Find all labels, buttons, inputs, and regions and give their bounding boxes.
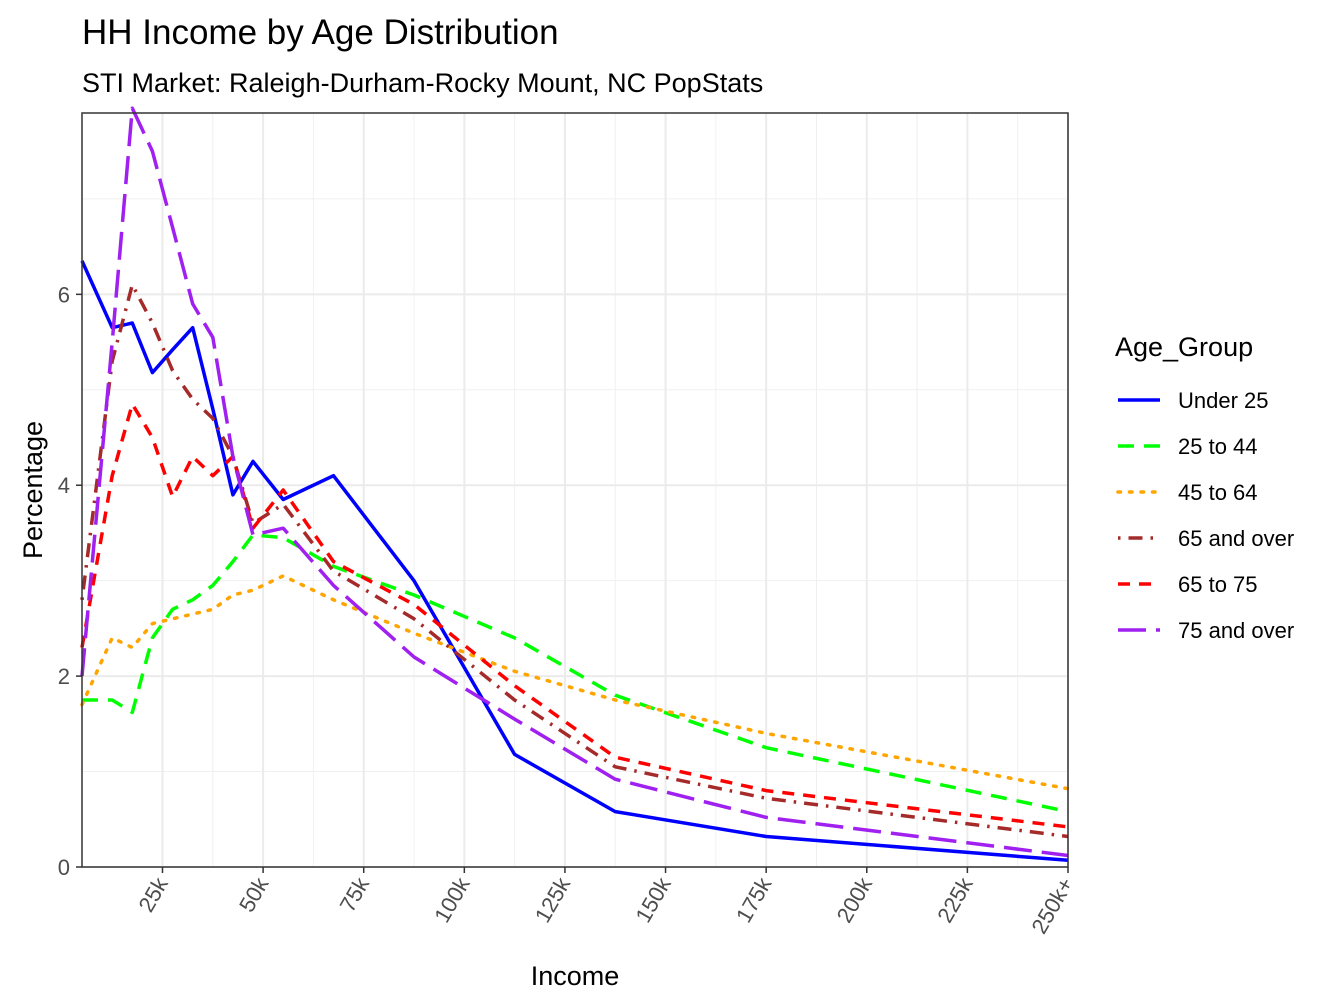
x-tick-label: 200k: [832, 872, 878, 927]
series-line-5: [80, 106, 1069, 858]
series-line-0: [80, 260, 1069, 863]
x-axis: 25k 50k 75k 100k 125k 150k 175k 200k 225k 250k+: [133, 867, 1078, 938]
x-tick-label: 250k+: [1026, 873, 1078, 938]
series-line-3: [80, 283, 1069, 839]
x-tick-label: 225k: [932, 872, 978, 927]
legend: Age_Group Under 25 25 to 44 45 to 64 65 and…: [1115, 332, 1294, 643]
series-layer: [80, 106, 1070, 863]
legend-label-2: 45 to 64: [1178, 480, 1258, 505]
panel-background: [82, 113, 1068, 867]
panel-border: [81, 112, 1069, 868]
y-tick-label: 4: [58, 473, 70, 498]
x-tick-label: 100k: [429, 872, 475, 927]
legend-label-5: 75 and over: [1178, 618, 1294, 643]
legend-title: Age_Group: [1115, 332, 1253, 362]
grid-minor: [82, 113, 1068, 867]
x-axis-title: Income: [531, 961, 620, 991]
x-tick-label: 175k: [731, 872, 777, 927]
legend-label-3: 65 and over: [1178, 526, 1294, 551]
x-tick-label: 50k: [234, 872, 274, 916]
y-axis-title: Percentage: [18, 421, 48, 559]
y-tick-label: 6: [58, 282, 70, 307]
y-axis: 0 2 4 6: [58, 282, 82, 880]
legend-label-0: Under 25: [1178, 388, 1269, 413]
y-tick-label: 0: [58, 855, 70, 880]
series-line-1: [82, 533, 1069, 814]
x-tick-label: 75k: [335, 872, 375, 916]
y-tick-label: 2: [58, 664, 70, 689]
x-tick-label: 150k: [630, 872, 676, 927]
chart-title: HH Income by Age Distribution: [82, 13, 559, 52]
x-tick-label: 25k: [133, 872, 173, 916]
chart-subtitle: STI Market: Raleigh-Durham-Rocky Mount, …: [82, 68, 763, 98]
legend-label-1: 25 to 44: [1178, 434, 1258, 459]
x-tick-label: 125k: [530, 872, 576, 927]
legend-label-4: 65 to 75: [1178, 572, 1258, 597]
panel: [80, 106, 1070, 868]
